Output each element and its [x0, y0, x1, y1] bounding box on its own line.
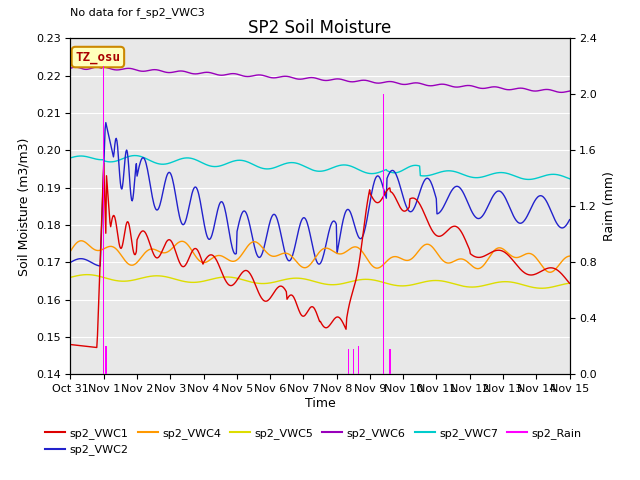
sp2_VWC1 — [93, 345, 100, 350]
sp2_VWC1 — [67, 342, 74, 348]
sp2_VWC5 — [83, 272, 91, 277]
Bar — [353, 349, 354, 374]
sp2_VWC7 — [205, 163, 212, 168]
sp2_VWC4 — [396, 255, 403, 261]
sp2_VWC2 — [382, 193, 390, 199]
sp2_VWC7 — [67, 155, 74, 161]
sp2_VWC6 — [381, 79, 388, 85]
sp2_VWC4 — [547, 269, 554, 275]
sp2_VWC4 — [566, 253, 573, 259]
sp2_VWC2 — [129, 198, 136, 204]
sp2_VWC6 — [100, 58, 108, 64]
sp2_VWC7 — [396, 169, 403, 175]
Text: No data for f_sp2_VWC3: No data for f_sp2_VWC3 — [70, 7, 205, 18]
Bar — [383, 95, 384, 374]
Line: sp2_VWC7: sp2_VWC7 — [70, 156, 570, 180]
Line: sp2_VWC1: sp2_VWC1 — [70, 163, 570, 348]
Line: sp2_VWC4: sp2_VWC4 — [70, 241, 570, 272]
sp2_VWC2 — [566, 217, 573, 223]
sp2_VWC6 — [557, 89, 565, 95]
sp2_VWC7 — [179, 156, 186, 161]
Y-axis label: Soil Moisture (m3/m3): Soil Moisture (m3/m3) — [17, 137, 30, 276]
sp2_VWC5 — [538, 286, 546, 291]
sp2_VWC5 — [566, 280, 573, 286]
sp2_VWC6 — [67, 65, 74, 71]
sp2_VWC5 — [205, 277, 212, 283]
sp2_VWC2 — [67, 260, 74, 265]
sp2_VWC6 — [127, 66, 135, 72]
sp2_VWC2 — [205, 237, 213, 242]
Legend: sp2_VWC1, sp2_VWC2, sp2_VWC4, sp2_VWC5, sp2_VWC6, sp2_VWC7, sp2_Rain: sp2_VWC1, sp2_VWC2, sp2_VWC4, sp2_VWC5, … — [41, 424, 586, 460]
sp2_VWC7 — [76, 153, 83, 159]
sp2_VWC7 — [131, 153, 139, 158]
Bar — [389, 349, 390, 374]
sp2_VWC5 — [76, 273, 83, 278]
sp2_VWC2 — [396, 184, 404, 190]
sp2_VWC5 — [381, 280, 388, 286]
sp2_VWC7 — [525, 177, 532, 182]
sp2_VWC6 — [76, 65, 83, 71]
sp2_VWC1 — [100, 160, 108, 166]
sp2_VWC6 — [205, 70, 212, 75]
Y-axis label: Raim (mm): Raim (mm) — [603, 171, 616, 241]
sp2_VWC7 — [127, 153, 134, 159]
sp2_VWC1 — [76, 343, 83, 348]
X-axis label: Time: Time — [305, 397, 335, 410]
sp2_VWC2 — [102, 120, 109, 125]
sp2_VWC6 — [396, 81, 403, 86]
sp2_VWC4 — [179, 239, 186, 244]
sp2_VWC4 — [76, 238, 83, 244]
sp2_VWC5 — [179, 278, 186, 284]
sp2_VWC1 — [382, 190, 390, 195]
sp2_VWC4 — [127, 263, 135, 268]
sp2_VWC1 — [179, 264, 187, 270]
sp2_VWC5 — [67, 275, 74, 280]
sp2_VWC1 — [205, 252, 213, 258]
Bar — [348, 349, 349, 374]
sp2_VWC5 — [396, 283, 403, 288]
Title: SP2 Soil Moisture: SP2 Soil Moisture — [248, 19, 392, 37]
Line: sp2_VWC6: sp2_VWC6 — [70, 61, 570, 92]
sp2_VWC4 — [67, 248, 74, 254]
Bar — [106, 347, 108, 374]
Bar — [358, 347, 359, 374]
sp2_VWC2 — [179, 222, 187, 228]
sp2_VWC7 — [566, 176, 573, 181]
sp2_VWC6 — [566, 88, 573, 94]
Bar — [103, 66, 104, 374]
sp2_VWC1 — [129, 242, 136, 248]
sp2_VWC5 — [127, 277, 135, 283]
sp2_VWC1 — [396, 204, 404, 210]
Line: sp2_VWC2: sp2_VWC2 — [70, 122, 570, 266]
sp2_VWC2 — [76, 256, 83, 262]
sp2_VWC6 — [179, 68, 186, 74]
Text: TZ_osu: TZ_osu — [76, 50, 120, 63]
sp2_VWC2 — [97, 263, 104, 269]
Bar — [105, 347, 106, 374]
Line: sp2_VWC5: sp2_VWC5 — [70, 275, 570, 288]
sp2_VWC1 — [566, 280, 573, 286]
sp2_VWC4 — [205, 258, 212, 264]
sp2_VWC4 — [381, 260, 388, 266]
sp2_VWC7 — [381, 167, 388, 173]
sp2_VWC4 — [77, 238, 85, 244]
